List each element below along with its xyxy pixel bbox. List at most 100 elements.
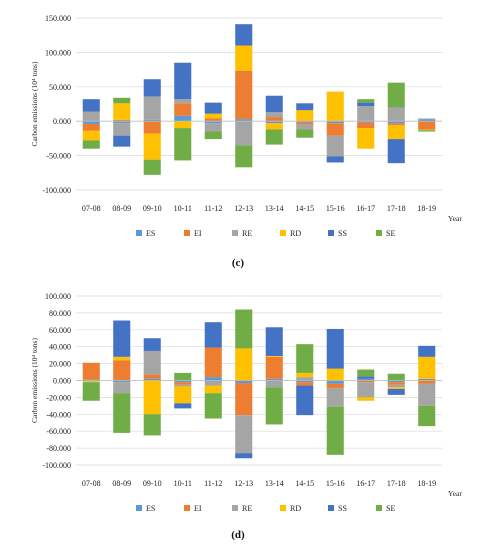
- bar-segment-es: [82, 121, 100, 124]
- bar-segment-es: [235, 380, 253, 384]
- bar-segment-se: [204, 131, 222, 140]
- y-tick-label: -50.000: [46, 152, 71, 161]
- bar-segment-es: [326, 121, 344, 124]
- y-tick-label: 0.000: [53, 117, 71, 126]
- legend-swatch-se: [376, 505, 382, 511]
- bar-segment-re: [235, 415, 253, 454]
- bar-segment-ei: [326, 123, 344, 136]
- bar-segment-es: [418, 378, 436, 381]
- bar-segment-ei: [387, 123, 405, 126]
- x-tick-label: 14-15: [295, 479, 314, 488]
- bar-segment-se: [113, 97, 131, 104]
- bar-segment-es: [204, 121, 222, 124]
- bar-segment-es: [387, 380, 405, 383]
- bar-segment-se: [113, 393, 131, 433]
- bar-segment-re: [113, 123, 131, 136]
- y-tick-label: 20.000: [49, 360, 71, 369]
- x-axis-title: Year: [448, 214, 462, 223]
- bar-segment-es: [296, 380, 314, 383]
- y-axis-title: Carbon emissions (10⁴ tons): [30, 338, 39, 423]
- bar-segment-rd: [143, 133, 161, 160]
- y-tick-label: 150.000: [45, 14, 71, 23]
- bar-segment-es: [387, 121, 405, 124]
- bar-segment-rd: [235, 45, 253, 71]
- chart-panel-d: -100.000 -80.000 -60.000 -40.000 -20.000 0.00…: [30, 292, 462, 541]
- bar-segment-es: [357, 378, 375, 381]
- bar-segment-es: [113, 121, 131, 124]
- x-tick-label: 17-18: [387, 204, 406, 213]
- bar-segment-es: [143, 119, 161, 122]
- bar-segment-re: [418, 118, 436, 120]
- legend-label-re: RE: [242, 504, 252, 513]
- bar-segment-ss: [387, 388, 405, 395]
- bar-segment-es: [296, 121, 314, 123]
- legend-swatch-ei: [184, 505, 190, 511]
- bar-segment-re: [387, 384, 405, 388]
- bar-segment-re: [357, 382, 375, 398]
- bar-segment-ss: [357, 376, 375, 379]
- bar-segment-rd: [143, 380, 161, 415]
- bar-segment-se: [265, 129, 283, 145]
- bar-segment-se: [326, 406, 344, 455]
- bar-segment-ss: [387, 139, 405, 164]
- x-tick-label: 07-08: [82, 204, 101, 213]
- bar-segment-ss: [418, 345, 436, 357]
- y-tick-label: 0.000: [53, 377, 71, 386]
- bar-segment-ss: [296, 385, 314, 416]
- bar-segment-ei: [113, 360, 131, 381]
- x-tick-label: 07-08: [82, 479, 101, 488]
- y-tick-label: -100.000: [42, 186, 71, 195]
- legend-swatch-rd: [280, 505, 286, 511]
- legend-swatch-es: [136, 230, 142, 236]
- bar-segment-ei: [357, 380, 375, 383]
- bar-segment-re: [357, 106, 375, 122]
- bar-segment-rd: [82, 130, 100, 141]
- bar-segment-ss: [204, 322, 222, 348]
- panel-label: (d): [231, 529, 245, 541]
- x-tick-label: 18-19: [417, 204, 436, 213]
- y-tick-label: 40.000: [49, 343, 71, 352]
- legend-label-ei: EI: [194, 504, 202, 513]
- bar-segment-rd: [174, 121, 192, 129]
- legend-label-rd: RD: [290, 229, 301, 238]
- bar-segment-es: [143, 378, 161, 381]
- bar-segment-rd: [326, 368, 344, 381]
- bar-segment-re: [204, 123, 222, 132]
- legend-swatch-ei: [184, 230, 190, 236]
- legend-swatch-re: [232, 230, 238, 236]
- bar-segment-re: [204, 380, 222, 386]
- bar-segment-re: [326, 135, 344, 157]
- bar-segment-re: [143, 96, 161, 120]
- y-tick-label: 80.000: [49, 309, 71, 318]
- bar-segment-ei: [82, 123, 100, 131]
- y-tick-label: -100.000: [42, 461, 71, 470]
- bar-segment-es: [326, 380, 344, 384]
- bar-segment-re: [82, 380, 100, 382]
- bar-segment-rd: [174, 386, 192, 404]
- bar-segment-se: [296, 129, 314, 138]
- bar-segment-ei: [418, 380, 436, 384]
- legend-label-se: SE: [386, 229, 395, 238]
- y-tick-label: 100.000: [45, 292, 71, 301]
- bar-segment-se: [357, 369, 375, 377]
- bar-segment-se: [174, 372, 192, 381]
- bar-segment-ss: [265, 95, 283, 113]
- bar-segment-ei: [387, 382, 405, 385]
- bar-segment-ss: [357, 102, 375, 107]
- y-tick-label: -20.000: [46, 393, 71, 402]
- bar-segment-se: [387, 82, 405, 108]
- bar-segment-re: [82, 111, 100, 122]
- bar-segment-ei: [235, 70, 253, 120]
- bar-segment-rd: [113, 103, 131, 120]
- x-tick-label: 13-14: [265, 204, 284, 213]
- bar-segment-ss: [143, 79, 161, 97]
- legend-label-rd: RD: [290, 504, 301, 513]
- bar-segment-ss: [143, 338, 161, 351]
- legend-label-ss: SS: [338, 504, 347, 513]
- x-tick-label: 14-15: [295, 204, 314, 213]
- x-tick-label: 09-10: [143, 204, 162, 213]
- bar-segment-ei: [82, 362, 100, 380]
- x-tick-label: 11-12: [204, 204, 222, 213]
- bar-segment-se: [418, 130, 436, 132]
- chart-panel-c: -100.000 -50.000 0.000 50.000 100.000 150.000…: [30, 14, 462, 269]
